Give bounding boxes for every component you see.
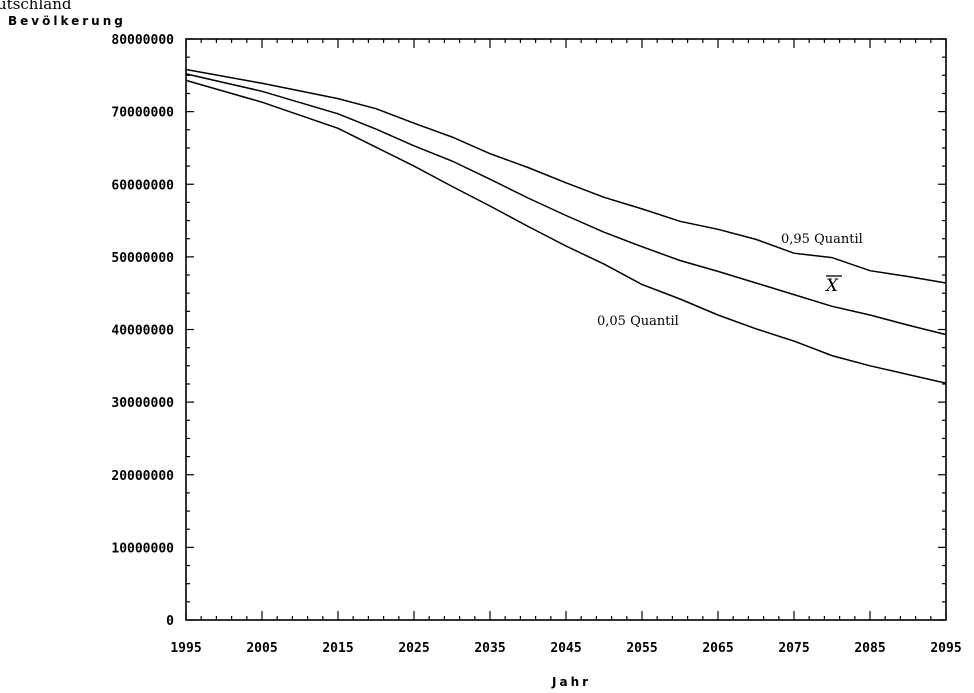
y-tick-label: 0	[166, 614, 174, 629]
x-tick-label: 2075	[778, 641, 809, 656]
annotation-095-quantile: 0,95 Quantil	[781, 232, 863, 247]
y-axis-label: Bevölkerung	[8, 14, 126, 28]
series-line-q05	[185, 79, 947, 384]
x-tick-label: 1995	[170, 641, 201, 656]
series-lines	[185, 68, 947, 384]
header-fragment: utschland	[0, 0, 72, 13]
x-tick-label: 2095	[930, 641, 961, 656]
y-tick-label: 80000000	[111, 33, 174, 48]
y-tick-label: 10000000	[111, 541, 174, 556]
x-tick-label: 2045	[550, 641, 581, 656]
x-tick-label: 2055	[626, 641, 657, 656]
annotation-005-quantile: 0,05 Quantil	[597, 314, 679, 329]
x-tick-label: 2025	[398, 641, 429, 656]
annotation-mean-xbar: X	[824, 276, 839, 296]
y-tick-label: 60000000	[111, 178, 174, 193]
x-tick-label: 2035	[474, 641, 505, 656]
x-tick-label: 2085	[854, 641, 885, 656]
series-line-mean	[185, 73, 947, 336]
x-tick-label: 2015	[322, 641, 353, 656]
series-line-q95	[185, 68, 947, 284]
x-axis-label: Jahr	[551, 675, 591, 689]
y-tick-labels: 0 10000000 20000000 30000000 40000000 5000000…	[111, 33, 174, 629]
y-tick-label: 20000000	[111, 469, 174, 484]
axis-ticks	[185, 38, 947, 621]
y-tick-label: 50000000	[111, 251, 174, 266]
x-tick-label: 2005	[246, 641, 277, 656]
plot-frame	[185, 38, 947, 621]
y-tick-label: 30000000	[111, 396, 174, 411]
x-tick-labels: 1995 2005 2015 2025 2035 2045 2055 2065 2075 2085…	[170, 641, 961, 656]
x-tick-label: 2065	[702, 641, 733, 656]
y-tick-label: 70000000	[111, 106, 174, 121]
y-tick-label: 40000000	[111, 324, 174, 339]
